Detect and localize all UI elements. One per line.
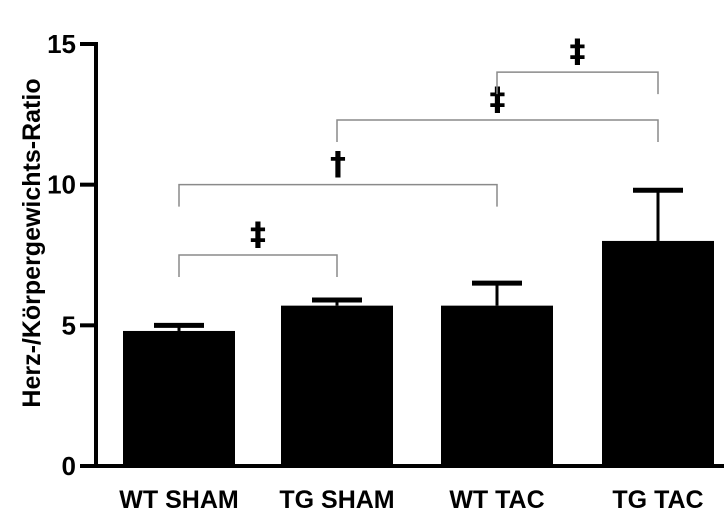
x-category-label-0: WT SHAM xyxy=(119,486,238,514)
significance-mark-2: ‡ xyxy=(490,80,506,118)
significance-mark-1: † xyxy=(330,145,346,183)
bar-0 xyxy=(123,330,235,466)
bar-1 xyxy=(281,305,393,466)
significance-mark-3: ‡ xyxy=(570,32,586,70)
y-axis-label: Herz-/Körpergewichts-Ratio xyxy=(18,78,46,407)
x-category-label-2: WT TAC xyxy=(449,486,544,514)
y-tick-label-0: 0 xyxy=(62,451,76,481)
significance-bracket-3 xyxy=(496,71,659,95)
significance-bracket-2 xyxy=(336,119,659,142)
significance-bracket-1 xyxy=(178,183,498,207)
x-category-label-1: TG SHAM xyxy=(279,486,394,514)
x-category-label-3: TG TAC xyxy=(612,486,703,514)
bar-3 xyxy=(602,240,714,466)
y-tick-label-1: 5 xyxy=(62,310,76,340)
y-tick-label-2: 10 xyxy=(47,170,76,200)
significance-mark-0: ‡ xyxy=(250,215,266,253)
y-tick-label-3: 15 xyxy=(47,29,76,59)
significance-bracket-0 xyxy=(178,254,338,277)
plot-area: 0 5 10 15 WT SHAM TG SHAM WT TAC TG TAC ‡ † ‡ ‡ xyxy=(47,29,724,514)
bar-2 xyxy=(441,305,553,466)
